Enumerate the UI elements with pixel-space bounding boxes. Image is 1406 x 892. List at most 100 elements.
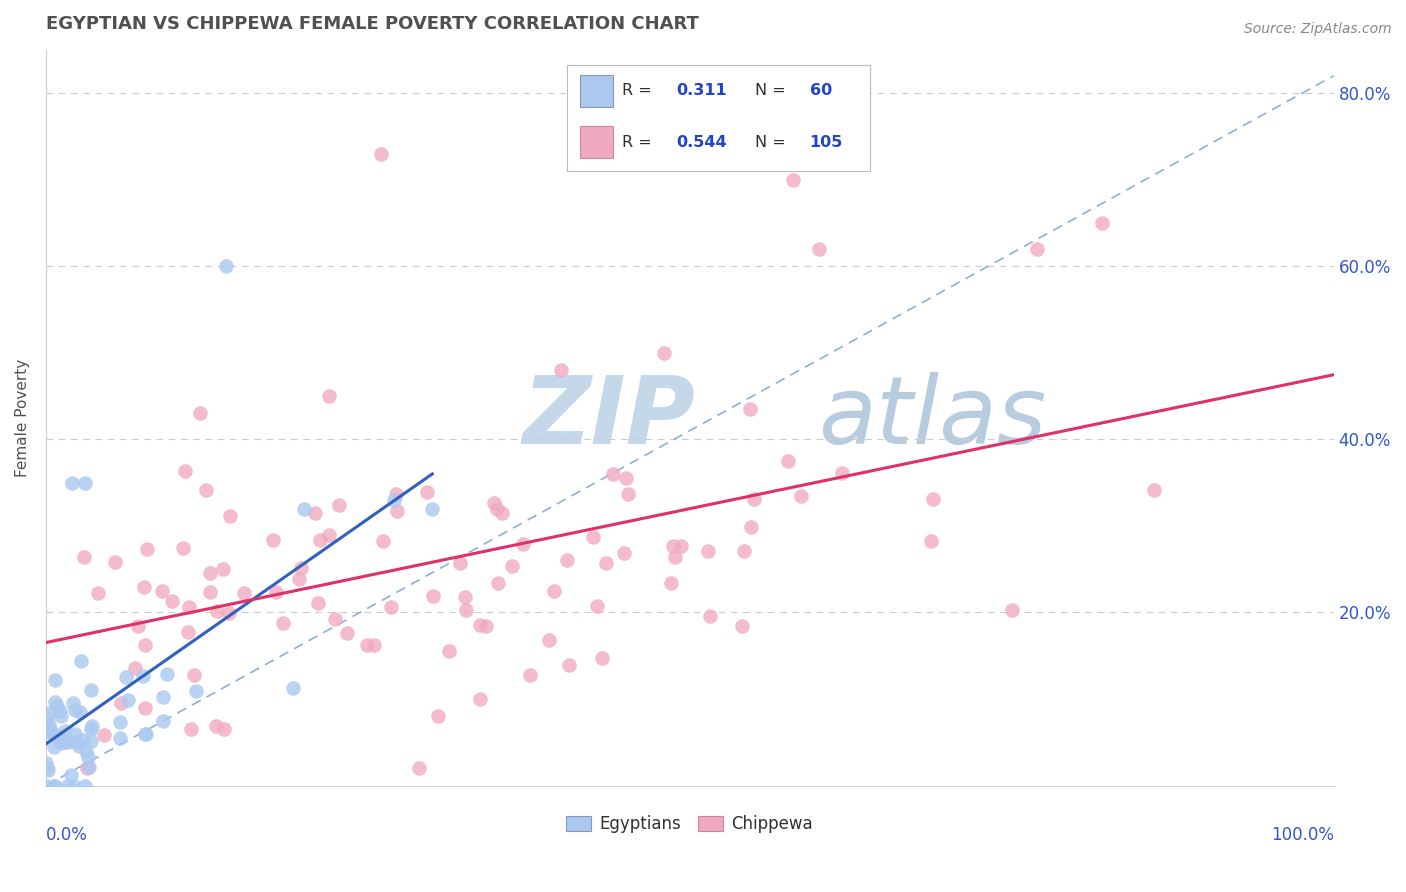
Point: [454, 603, 477, 617]
Point: [287, 572, 309, 586]
Point: [152, 690, 174, 705]
Point: [486, 575, 509, 590]
Point: [62, 696, 84, 710]
Point: [307, 596, 329, 610]
Point: [212, 562, 235, 576]
Point: [485, 501, 508, 516]
Point: [537, 632, 560, 647]
Point: [76, 761, 98, 775]
Point: [281, 681, 304, 695]
Point: [233, 586, 256, 600]
Point: [831, 466, 853, 480]
Point: [380, 600, 402, 615]
Point: [127, 618, 149, 632]
Point: [328, 498, 350, 512]
Point: [262, 533, 284, 547]
Point: [190, 406, 212, 420]
Point: [1143, 483, 1166, 497]
Point: [150, 583, 173, 598]
Point: [136, 541, 159, 556]
Point: [79, 722, 101, 736]
Point: [740, 519, 762, 533]
Point: [117, 692, 139, 706]
Point: [212, 722, 235, 736]
Point: [73, 549, 96, 564]
Point: [382, 492, 405, 507]
Point: [75, 779, 97, 793]
Point: [200, 566, 222, 580]
Point: [49, 736, 72, 750]
Point: [550, 363, 572, 377]
Point: [304, 506, 326, 520]
Text: atlas: atlas: [818, 372, 1047, 463]
Point: [731, 619, 754, 633]
Point: [49, 709, 72, 723]
Point: [38, 718, 60, 732]
Point: [49, 704, 72, 718]
Point: [468, 618, 491, 632]
Point: [205, 604, 228, 618]
Point: [699, 608, 721, 623]
Point: [124, 661, 146, 675]
Point: [204, 719, 226, 733]
Point: [80, 734, 103, 748]
Point: [652, 345, 675, 359]
Point: [44, 728, 66, 742]
Point: [422, 589, 444, 603]
Point: [744, 491, 766, 506]
Point: [69, 706, 91, 720]
Y-axis label: Female Poverty: Female Poverty: [15, 359, 30, 477]
Point: [776, 454, 799, 468]
Point: [921, 492, 943, 507]
Point: [62, 779, 84, 793]
Point: [60, 768, 83, 782]
Point: [501, 558, 523, 573]
Point: [63, 727, 86, 741]
Point: [72, 733, 94, 747]
Point: [35, 779, 58, 793]
Point: [44, 779, 66, 793]
Point: [363, 638, 385, 652]
Point: [156, 667, 179, 681]
Point: [77, 749, 100, 764]
Text: EGYPTIAN VS CHIPPEWA FEMALE POVERTY CORRELATION CHART: EGYPTIAN VS CHIPPEWA FEMALE POVERTY CORR…: [46, 15, 699, 33]
Point: [613, 546, 636, 560]
Point: [807, 242, 830, 256]
Point: [309, 533, 332, 548]
Point: [449, 556, 471, 570]
Point: [614, 471, 637, 485]
Point: [468, 692, 491, 706]
Text: 100.0%: 100.0%: [1271, 826, 1334, 844]
Point: [134, 580, 156, 594]
Point: [512, 536, 534, 550]
Point: [437, 644, 460, 658]
Point: [664, 550, 686, 565]
Point: [172, 541, 194, 555]
Point: [790, 489, 813, 503]
Point: [426, 708, 449, 723]
Point: [53, 723, 76, 738]
Point: [134, 726, 156, 740]
Point: [581, 530, 603, 544]
Point: [160, 594, 183, 608]
Point: [543, 583, 565, 598]
Point: [63, 703, 86, 717]
Point: [53, 731, 76, 746]
Point: [70, 655, 93, 669]
Point: [177, 625, 200, 640]
Point: [273, 615, 295, 630]
Point: [60, 475, 83, 490]
Point: [35, 756, 58, 770]
Text: ZIP: ZIP: [523, 372, 696, 464]
Point: [356, 638, 378, 652]
Point: [134, 638, 156, 652]
Point: [75, 744, 97, 758]
Point: [782, 172, 804, 186]
Point: [37, 725, 59, 739]
Point: [37, 763, 59, 777]
Point: [738, 401, 761, 416]
Point: [39, 724, 62, 739]
Point: [77, 760, 100, 774]
Point: [385, 487, 408, 501]
Text: Source: ZipAtlas.com: Source: ZipAtlas.com: [1244, 22, 1392, 37]
